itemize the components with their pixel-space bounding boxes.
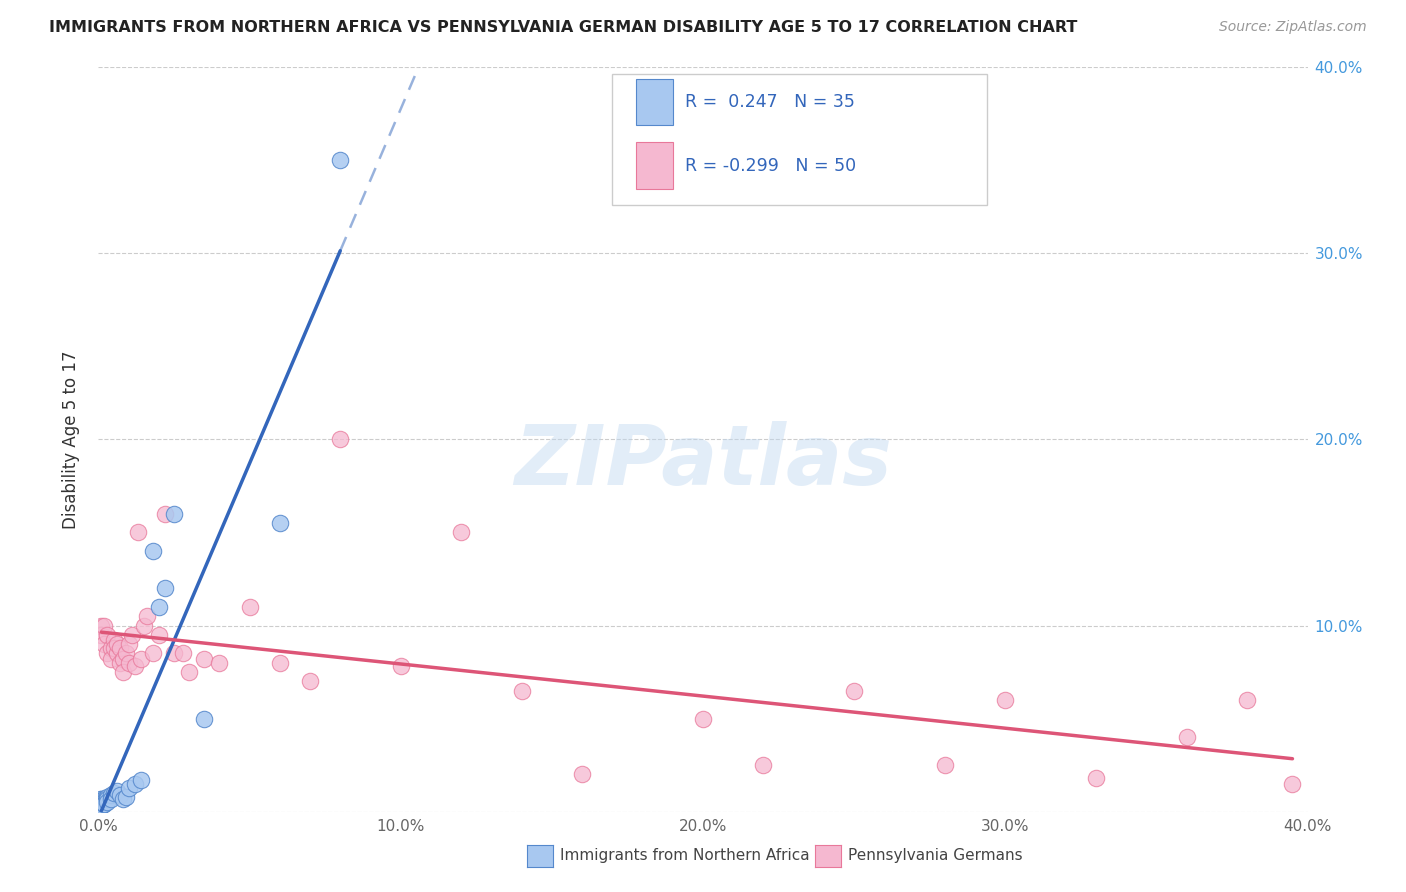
Point — [90, 799, 112, 814]
Point — [96, 628, 118, 642]
Point — [329, 432, 352, 446]
Point — [148, 628, 170, 642]
Point — [163, 507, 186, 521]
Point — [752, 758, 775, 772]
Point — [96, 791, 118, 805]
Point — [114, 647, 136, 661]
Text: R = -0.299   N = 50: R = -0.299 N = 50 — [685, 157, 856, 175]
Point — [96, 647, 118, 661]
Point — [105, 647, 128, 661]
Point — [299, 674, 322, 689]
Point — [100, 652, 122, 666]
Point — [96, 796, 118, 810]
Text: R =  0.247   N = 35: R = 0.247 N = 35 — [685, 93, 855, 111]
Point — [132, 618, 155, 632]
Point — [118, 780, 141, 795]
Point — [90, 797, 112, 812]
Point — [844, 683, 866, 698]
Point — [93, 797, 115, 812]
Text: Pennsylvania Germans: Pennsylvania Germans — [848, 848, 1022, 863]
Point — [90, 796, 112, 810]
Point — [121, 628, 143, 642]
Point — [934, 758, 956, 772]
Point — [103, 633, 125, 648]
Point — [90, 791, 112, 805]
Point — [111, 791, 134, 805]
Point — [93, 618, 115, 632]
Point — [163, 647, 186, 661]
Point — [269, 516, 291, 530]
Point — [1175, 730, 1198, 744]
Point — [994, 693, 1017, 707]
Point — [90, 791, 112, 805]
Point — [108, 656, 131, 670]
Point — [129, 652, 152, 666]
Point — [193, 712, 215, 726]
Point — [1281, 777, 1303, 791]
Point — [571, 767, 593, 781]
Text: ZIPatlas: ZIPatlas — [515, 421, 891, 502]
Point — [100, 788, 122, 802]
Point — [108, 640, 131, 655]
Point — [105, 784, 128, 798]
Text: IMMIGRANTS FROM NORTHERN AFRICA VS PENNSYLVANIA GERMAN DISABILITY AGE 5 TO 17 CO: IMMIGRANTS FROM NORTHERN AFRICA VS PENNS… — [49, 20, 1077, 35]
Point — [111, 665, 134, 679]
Point — [450, 525, 472, 540]
Point — [93, 796, 115, 810]
Point — [93, 637, 115, 651]
Point — [114, 789, 136, 804]
Point — [124, 659, 146, 673]
Point — [148, 599, 170, 614]
FancyBboxPatch shape — [637, 78, 672, 125]
Point — [208, 656, 231, 670]
Point — [93, 797, 115, 812]
Point — [153, 582, 176, 596]
Point — [329, 153, 352, 167]
Point — [510, 683, 533, 698]
Text: Immigrants from Northern Africa: Immigrants from Northern Africa — [560, 848, 810, 863]
Point — [90, 793, 112, 807]
Y-axis label: Disability Age 5 to 17: Disability Age 5 to 17 — [62, 350, 80, 529]
Point — [1085, 771, 1108, 785]
FancyBboxPatch shape — [613, 74, 987, 204]
Point — [90, 799, 112, 814]
Point — [93, 793, 115, 807]
Point — [118, 656, 141, 670]
Point — [90, 628, 112, 642]
Point — [105, 637, 128, 651]
FancyBboxPatch shape — [637, 143, 672, 189]
Point — [127, 525, 149, 540]
Point — [118, 637, 141, 651]
Point — [135, 609, 157, 624]
Point — [90, 793, 112, 807]
Point — [124, 777, 146, 791]
Point — [129, 773, 152, 788]
Point — [90, 618, 112, 632]
Point — [179, 665, 201, 679]
Point — [108, 788, 131, 802]
Point — [93, 791, 115, 805]
Point — [100, 640, 122, 655]
Point — [103, 640, 125, 655]
Point — [193, 652, 215, 666]
Point — [153, 507, 176, 521]
Point — [389, 659, 412, 673]
Point — [269, 656, 291, 670]
Point — [1236, 693, 1258, 707]
Text: Source: ZipAtlas.com: Source: ZipAtlas.com — [1219, 20, 1367, 34]
Point — [239, 599, 262, 614]
Point — [142, 647, 165, 661]
Point — [111, 652, 134, 666]
Point — [142, 544, 165, 558]
Point — [692, 712, 714, 726]
Point — [90, 796, 112, 810]
Point — [96, 789, 118, 804]
Point — [103, 786, 125, 800]
Point — [172, 647, 194, 661]
Point — [100, 791, 122, 805]
Point — [90, 797, 112, 812]
